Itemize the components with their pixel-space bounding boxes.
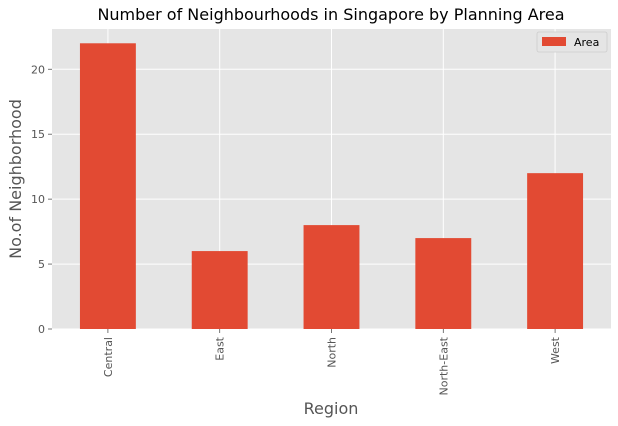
bars — [79, 43, 584, 330]
y-tick-label: 15 — [31, 128, 45, 141]
legend-swatch — [542, 37, 566, 46]
bar-central — [79, 43, 136, 330]
x-tick-label: North — [326, 337, 339, 368]
legend: Area — [536, 31, 608, 53]
y-tick-label: 10 — [31, 193, 45, 206]
legend-label: Area — [574, 36, 599, 49]
x-tick-label: West — [549, 336, 562, 364]
bar-east — [191, 251, 248, 329]
bar-west — [527, 173, 584, 329]
bar-north-east — [415, 238, 472, 329]
y-axis-label: No.of Neighborhood — [6, 99, 25, 259]
x-axis-label: Region — [304, 399, 359, 418]
y-axis-ticks: 0 5 10 15 20 — [31, 63, 52, 336]
x-axis-ticks: Central East North North-East West — [102, 329, 562, 395]
x-tick-label: East — [214, 336, 227, 360]
y-tick-label: 20 — [31, 63, 45, 76]
y-tick-label: 0 — [38, 323, 45, 336]
chart-title: Number of Neighbourhoods in Singapore by… — [97, 5, 564, 24]
bar-north — [303, 225, 360, 329]
x-tick-label: North-East — [437, 336, 450, 395]
y-tick-label: 5 — [38, 258, 45, 271]
x-tick-label: Central — [102, 337, 115, 377]
